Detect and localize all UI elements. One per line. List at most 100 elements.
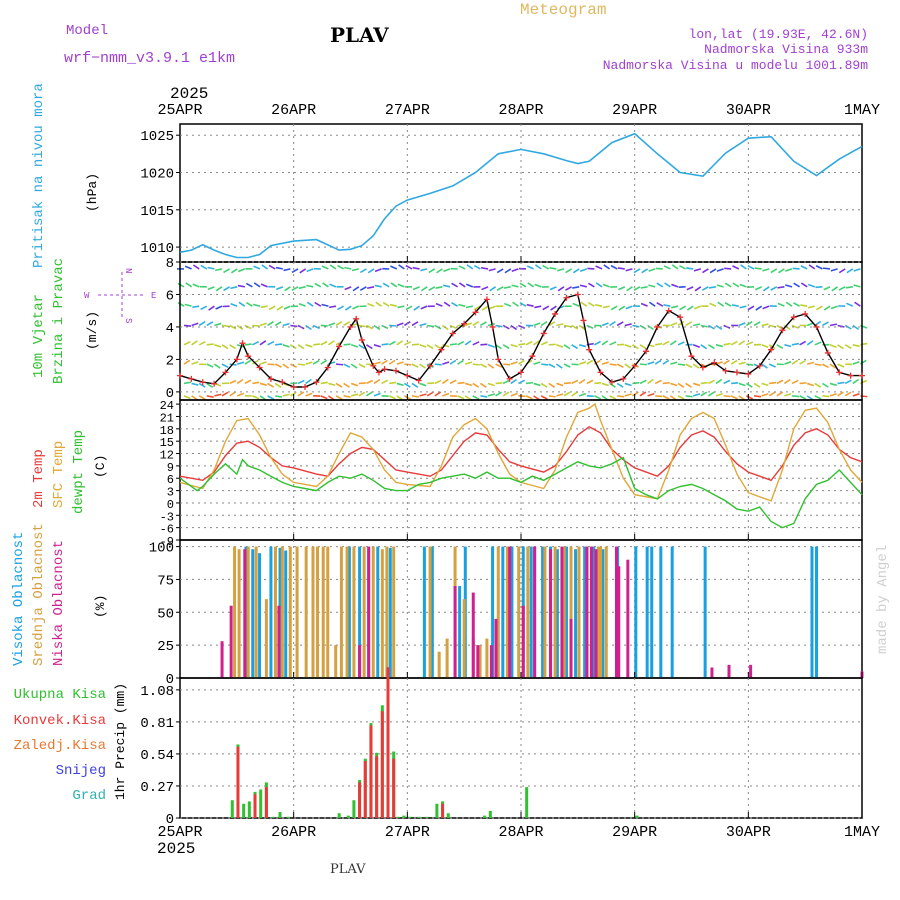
temperature-ytick-label: -6 — [160, 523, 174, 537]
wind-vector — [717, 301, 725, 307]
clouds-bar — [601, 549, 605, 678]
wind-vector — [799, 340, 807, 346]
temperature-series-0 — [179, 425, 863, 482]
wind-vector — [845, 286, 853, 289]
wind-vector — [595, 265, 603, 270]
wind-vector — [388, 395, 396, 400]
clouds-bar — [476, 645, 480, 678]
wind-vector — [602, 305, 610, 309]
wind-speed-marker — [586, 346, 593, 353]
clouds-bar — [703, 546, 707, 678]
precip-bar — [264, 787, 268, 818]
wind-vector — [677, 341, 685, 346]
clouds-bar — [505, 546, 509, 678]
temperature-ytick-label: 18 — [160, 424, 174, 438]
clouds-bar — [326, 546, 330, 678]
wind-speed-marker — [768, 346, 775, 353]
wind-vector — [245, 301, 253, 307]
wind-vector — [390, 282, 398, 288]
wind-vector — [464, 340, 472, 346]
wind-speed-marker — [313, 379, 320, 386]
wind-vector — [807, 361, 815, 365]
wind-vector — [527, 282, 535, 288]
wind-vector — [602, 283, 610, 288]
wind-vector — [631, 344, 639, 350]
wind-vector — [511, 268, 519, 273]
wind-vector — [709, 302, 717, 307]
wind-vector — [829, 323, 838, 327]
wind-vector — [578, 324, 586, 331]
clouds-bar — [392, 546, 396, 678]
time-tick-label: 29APR — [612, 824, 657, 841]
wind-compass: W E N S — [84, 268, 156, 323]
pressure-unit: (hPa) — [85, 173, 100, 212]
pressure-ytick-label: 1010 — [140, 241, 174, 257]
wind-vector — [306, 284, 314, 288]
clouds-bar — [659, 546, 663, 678]
wind-speed-marker — [608, 379, 615, 386]
wind-vector — [625, 268, 633, 272]
wind-vector — [214, 268, 223, 272]
wind-vector — [624, 393, 632, 397]
precip-bar — [369, 725, 373, 818]
clouds-bar — [564, 546, 568, 678]
wind-vector — [723, 395, 731, 398]
product-title: Meteogram — [520, 1, 606, 19]
wind-vector — [640, 286, 648, 289]
temperature-frame — [179, 399, 863, 541]
wind-vector — [495, 382, 503, 385]
temp-unit: (C) — [93, 455, 108, 478]
wind-vector — [305, 361, 313, 365]
wind-vector — [473, 305, 481, 311]
wind-speed-marker — [222, 369, 229, 376]
wind-vector — [274, 382, 282, 388]
wind-vector — [350, 382, 359, 387]
wind-vector — [829, 363, 837, 369]
wind-vector — [283, 268, 291, 272]
wind-vector — [692, 363, 700, 369]
wind-speed-marker — [495, 356, 502, 363]
wind-vector — [253, 265, 261, 270]
wind-speed-marker — [813, 323, 820, 330]
precip-bar — [380, 711, 384, 818]
wind-vector — [830, 305, 838, 310]
wind-vector — [320, 359, 328, 365]
wind-vector — [200, 305, 208, 311]
wind-vector — [481, 286, 489, 291]
wind-vector — [314, 301, 322, 307]
wind-vector — [799, 395, 807, 400]
wind-vector — [282, 344, 290, 348]
wind-speed-marker — [353, 315, 360, 322]
wind-vector — [601, 395, 609, 401]
wind-vector — [609, 382, 616, 388]
wind-vector — [229, 391, 236, 397]
wind-vector — [806, 395, 814, 401]
wind-vector — [723, 379, 731, 385]
wind-ytick-label: 2 — [166, 353, 174, 369]
precip-bar — [446, 813, 450, 818]
wind-ytick-label: 8 — [166, 256, 174, 272]
wind-vector — [776, 344, 784, 350]
wind-vector — [533, 340, 540, 346]
wind-vector — [335, 395, 343, 400]
wind-vector — [359, 268, 367, 274]
wind-vector — [686, 286, 694, 291]
clouds-bar — [596, 546, 600, 678]
wind-vector — [852, 360, 860, 365]
wind-vector — [761, 323, 769, 327]
precip-bar — [230, 800, 234, 818]
precip-bar — [358, 782, 362, 818]
wind-vector — [184, 265, 192, 270]
clouds-bar — [810, 546, 814, 678]
wind-vector — [412, 266, 420, 270]
wind-vector — [746, 341, 754, 346]
wind-vector — [275, 286, 284, 291]
wind-vector — [381, 379, 389, 385]
clouds-bar — [517, 546, 521, 678]
wind-vector — [715, 324, 723, 331]
wind-vector — [305, 378, 312, 385]
wind-vector — [238, 301, 246, 307]
wind-vector — [853, 268, 861, 272]
precip-bar — [402, 815, 406, 818]
wind-vector — [837, 391, 844, 397]
